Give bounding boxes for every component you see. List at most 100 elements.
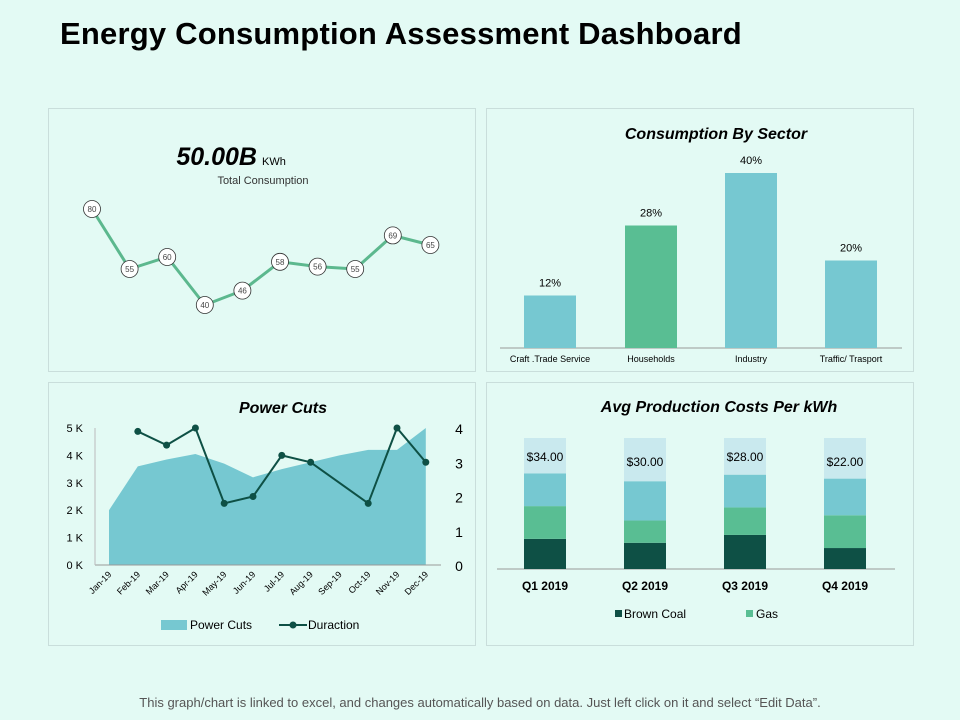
category-label: Q1 2019 — [522, 579, 568, 593]
duration-point — [163, 441, 171, 449]
bar — [825, 260, 877, 348]
category-label: Q3 2019 — [722, 579, 768, 593]
bar-value-label: 40% — [740, 155, 762, 167]
legend-marker-duration — [289, 621, 297, 629]
bar-segment — [524, 506, 566, 539]
x-tick-label: Nov-19 — [374, 569, 402, 597]
data-label: 80 — [88, 205, 97, 214]
y-left-tick-label: 3 K — [66, 478, 83, 490]
data-label: 58 — [276, 258, 285, 267]
bar — [725, 173, 777, 348]
x-tick-label: Aug-19 — [287, 569, 315, 597]
y-left-tick-label: 4 K — [66, 450, 83, 462]
avg-production-costs-panel: Avg Production Costs Per kWh $34.00 Q1 20… — [486, 382, 914, 646]
bar-value-label: 12% — [539, 278, 561, 290]
bar-segment — [724, 534, 766, 569]
data-point — [195, 296, 214, 314]
data-label: 69 — [388, 231, 397, 240]
bar-segment — [824, 438, 866, 479]
chart-title: Avg Production Costs Per kWh — [600, 399, 838, 416]
bar-segment — [824, 478, 866, 516]
category-label: Households — [627, 354, 675, 364]
total-label: $34.00 — [527, 450, 564, 464]
sector-bar-chart: Consumption By Sector 12% Craft .Trade Se… — [500, 126, 902, 364]
x-tick-label: Jan-19 — [87, 569, 114, 596]
bar — [625, 225, 677, 348]
bar-segment — [724, 507, 766, 535]
power-cuts-panel: Power Cuts 0 K 1 K 2 K 3 K 4 K 5 K 0 1 2 3 4 Jan-19… — [48, 382, 476, 646]
duration-point — [422, 458, 430, 466]
duration-point — [364, 499, 372, 507]
data-label: 40 — [200, 301, 209, 310]
data-point — [346, 260, 365, 278]
data-point — [271, 252, 289, 271]
production-costs-chart: Avg Production Costs Per kWh $34.00 Q1 20… — [497, 399, 895, 621]
y-right-tick-label: 2 — [455, 490, 463, 506]
bar-segment — [824, 515, 866, 549]
legend-swatch-brown-coal — [615, 610, 622, 617]
x-tick-label: Jul-19 — [262, 569, 286, 593]
duration-point — [220, 499, 228, 507]
duration-point — [191, 424, 199, 432]
consumption-line — [90, 208, 431, 307]
bar — [524, 295, 576, 348]
data-point — [308, 257, 327, 276]
y-left-tick-label: 2 K — [66, 505, 83, 517]
y-left-tick-label: 1 K — [66, 533, 83, 545]
category-label: Q2 2019 — [622, 579, 668, 593]
bar-segment — [624, 438, 666, 482]
y-right-tick-label: 4 — [455, 421, 463, 437]
bar-segment — [824, 548, 866, 569]
duration-point — [393, 424, 401, 432]
legend-swatch-power-cuts — [161, 620, 187, 630]
duration-point — [249, 493, 257, 500]
data-point — [120, 260, 139, 278]
chart-title: Consumption By Sector — [625, 126, 808, 143]
data-point — [383, 226, 402, 245]
total-consumption-chart: 50.00B KWh Total Consumption 80 55 60 40 46 5… — [83, 143, 440, 314]
data-label: 55 — [125, 265, 134, 274]
duration-point — [307, 458, 315, 466]
x-tick-label: Oct-19 — [346, 569, 372, 595]
footer-note: This graph/chart is linked to excel, and… — [139, 695, 821, 710]
x-tick-label: Apr-19 — [174, 569, 200, 595]
bar-segment — [624, 520, 666, 543]
bar-segment — [524, 538, 566, 569]
y-right-tick-label: 1 — [455, 524, 463, 540]
y-left-tick-label: 0 K — [66, 560, 83, 572]
total-label: $22.00 — [827, 455, 864, 469]
data-point — [83, 200, 101, 218]
bar-value-label: 20% — [840, 243, 862, 255]
consumption-by-sector-panel: Consumption By Sector 12% Craft .Trade Se… — [486, 108, 914, 372]
bar-value-label: 28% — [640, 208, 662, 220]
data-point — [233, 281, 252, 300]
legend-label: Duraction — [308, 618, 359, 632]
x-tick-label: Jun-19 — [231, 569, 258, 596]
bar-segment — [724, 438, 766, 475]
duration-point — [134, 427, 142, 435]
x-tick-label: Dec-19 — [403, 569, 431, 597]
total-consumption-panel: 50.00B KWh Total Consumption 80 55 60 40 46 5… — [48, 108, 476, 372]
x-tick-label: May-19 — [200, 569, 228, 597]
bar-segment — [624, 481, 666, 521]
category-label: Q4 2019 — [822, 579, 868, 593]
legend-label: Gas — [756, 607, 778, 621]
data-point — [421, 236, 440, 254]
power-cuts-area — [109, 428, 426, 565]
category-label: Craft .Trade Service — [510, 354, 590, 364]
duration-line — [137, 426, 427, 505]
data-label: 56 — [313, 263, 322, 272]
legend-swatch-gas — [746, 610, 753, 617]
category-label: Traffic/ Trasport — [820, 354, 883, 364]
bar-segment — [524, 438, 566, 474]
y-left-tick-label: 5 K — [66, 423, 83, 435]
bar-segment — [624, 542, 666, 569]
total-label: $28.00 — [727, 450, 764, 464]
x-tick-label: Mar-19 — [144, 569, 171, 596]
power-cuts-chart: Power Cuts 0 K 1 K 2 K 3 K 4 K 5 K 0 1 2 3 4 Jan-19… — [66, 400, 463, 632]
legend-label: Brown Coal — [624, 607, 686, 621]
bar-segment — [524, 473, 566, 507]
kpi-label: Total Consumption — [217, 175, 308, 187]
chart-title: Power Cuts — [239, 400, 327, 417]
y-right-tick-label: 0 — [455, 558, 463, 574]
